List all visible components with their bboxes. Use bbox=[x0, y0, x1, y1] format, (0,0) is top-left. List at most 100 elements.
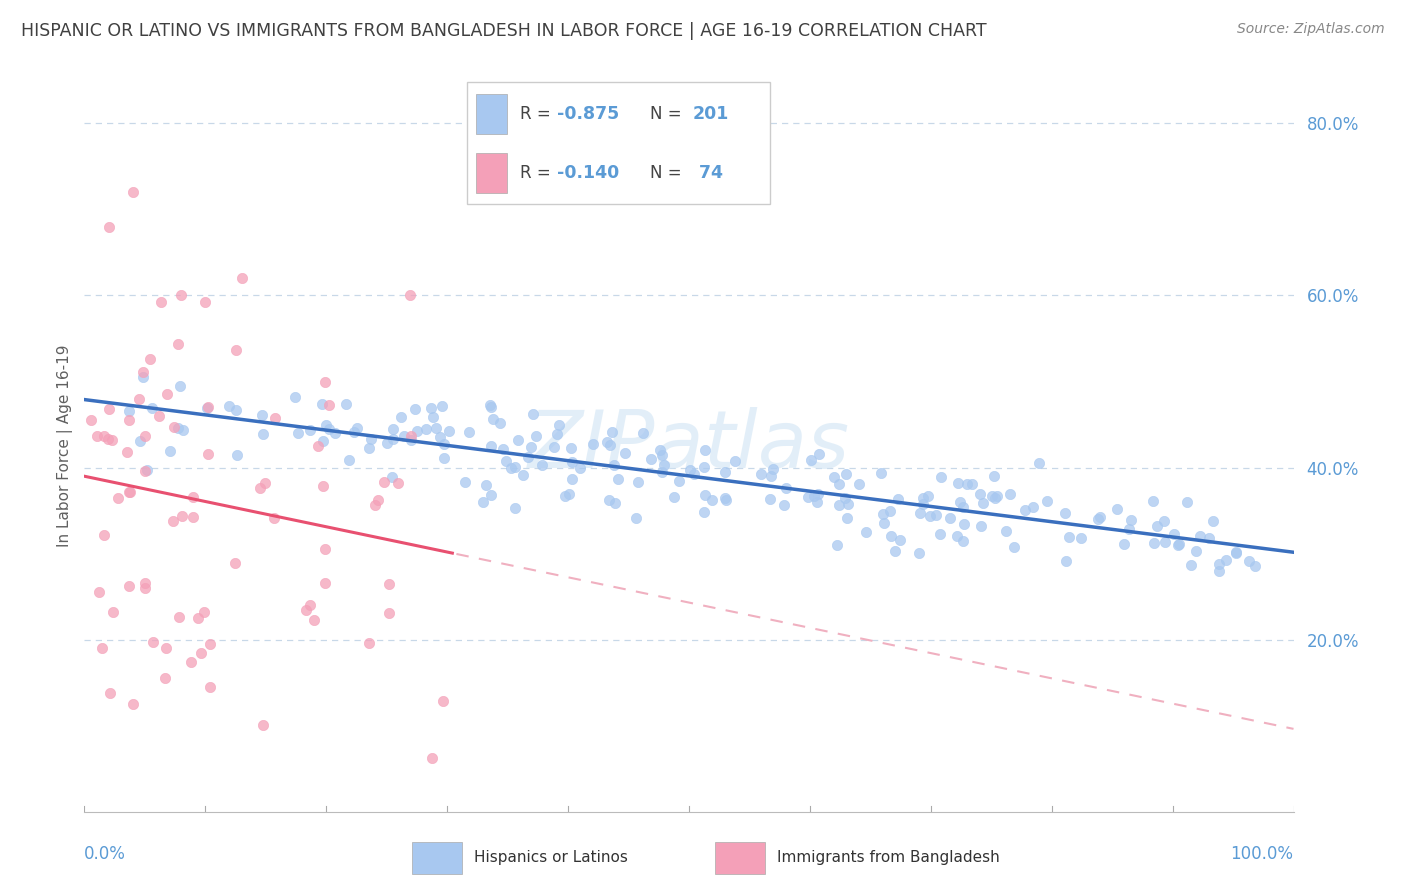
Point bbox=[828, 476, 851, 491]
FancyBboxPatch shape bbox=[716, 842, 765, 874]
Point bbox=[946, 475, 969, 490]
Point bbox=[87, 584, 110, 599]
Point bbox=[360, 432, 382, 446]
Point bbox=[134, 464, 156, 478]
Point bbox=[879, 504, 901, 518]
Point bbox=[121, 697, 143, 711]
Point bbox=[983, 468, 1005, 483]
Point bbox=[1112, 537, 1135, 551]
Point bbox=[652, 458, 675, 472]
Point bbox=[569, 460, 592, 475]
Point bbox=[225, 448, 247, 462]
Point bbox=[295, 603, 318, 617]
Point bbox=[323, 425, 346, 440]
Point bbox=[318, 398, 340, 412]
Point bbox=[1119, 513, 1142, 527]
Point bbox=[543, 440, 565, 454]
Point bbox=[561, 472, 583, 486]
Point bbox=[561, 455, 583, 469]
Point bbox=[93, 429, 115, 443]
Point bbox=[134, 581, 156, 595]
Point bbox=[97, 401, 120, 416]
Point bbox=[1146, 519, 1168, 533]
Text: 100.0%: 100.0% bbox=[1230, 845, 1294, 863]
Point bbox=[153, 672, 176, 686]
Point bbox=[346, 421, 368, 435]
Point bbox=[880, 529, 903, 543]
Point bbox=[167, 337, 190, 351]
Point bbox=[225, 402, 247, 417]
Point bbox=[1105, 502, 1128, 516]
Point bbox=[972, 496, 994, 510]
Point bbox=[253, 476, 276, 491]
Point bbox=[516, 450, 538, 464]
Point bbox=[335, 397, 357, 411]
Point bbox=[512, 468, 534, 483]
Point bbox=[984, 491, 1007, 506]
Point bbox=[713, 491, 735, 505]
Point bbox=[683, 467, 706, 482]
Point bbox=[98, 686, 121, 700]
Point bbox=[554, 489, 576, 503]
Point bbox=[946, 529, 969, 543]
Point bbox=[1225, 545, 1247, 559]
Point bbox=[318, 421, 340, 435]
Point bbox=[150, 294, 173, 309]
Point bbox=[1054, 554, 1077, 568]
Point bbox=[454, 475, 477, 490]
Point bbox=[980, 489, 1002, 503]
Point bbox=[457, 425, 479, 440]
Point bbox=[952, 534, 974, 549]
Point bbox=[1237, 554, 1260, 568]
Point bbox=[1022, 500, 1045, 514]
Point bbox=[960, 477, 983, 491]
FancyBboxPatch shape bbox=[467, 81, 770, 204]
Point bbox=[141, 401, 163, 415]
Point bbox=[1202, 514, 1225, 528]
Point bbox=[425, 421, 447, 435]
Point bbox=[357, 441, 380, 455]
Point bbox=[97, 219, 120, 234]
Point bbox=[501, 461, 523, 475]
Point bbox=[834, 491, 856, 505]
Point bbox=[803, 489, 825, 503]
Point bbox=[420, 750, 443, 764]
Point bbox=[887, 491, 910, 506]
Point bbox=[378, 577, 401, 591]
Point bbox=[118, 485, 141, 500]
Point bbox=[855, 525, 877, 540]
Text: N =: N = bbox=[650, 164, 686, 182]
Point bbox=[837, 497, 859, 511]
Point bbox=[314, 375, 336, 389]
Point bbox=[190, 646, 212, 660]
Point bbox=[128, 392, 150, 406]
Point bbox=[1057, 531, 1080, 545]
Point bbox=[1208, 557, 1230, 571]
Point bbox=[200, 637, 222, 651]
Point bbox=[908, 546, 931, 560]
Point bbox=[181, 510, 204, 524]
Point bbox=[134, 576, 156, 591]
Point bbox=[956, 476, 979, 491]
Point bbox=[432, 400, 454, 414]
Point bbox=[1175, 494, 1198, 508]
Point bbox=[93, 528, 115, 542]
Point bbox=[194, 295, 217, 310]
Point bbox=[1163, 527, 1185, 541]
Point bbox=[713, 465, 735, 479]
Point bbox=[399, 429, 422, 443]
Point bbox=[172, 423, 194, 437]
Point bbox=[835, 511, 858, 525]
Point bbox=[373, 475, 395, 490]
Point bbox=[1014, 502, 1036, 516]
Point bbox=[415, 421, 437, 435]
Point bbox=[1070, 532, 1092, 546]
Point bbox=[381, 469, 404, 483]
Text: Hispanics or Latinos: Hispanics or Latinos bbox=[474, 850, 628, 864]
Point bbox=[118, 579, 141, 593]
Point bbox=[1167, 537, 1189, 551]
Point bbox=[873, 516, 896, 530]
Point bbox=[920, 508, 942, 523]
Point bbox=[231, 271, 253, 285]
Point bbox=[1088, 510, 1111, 524]
